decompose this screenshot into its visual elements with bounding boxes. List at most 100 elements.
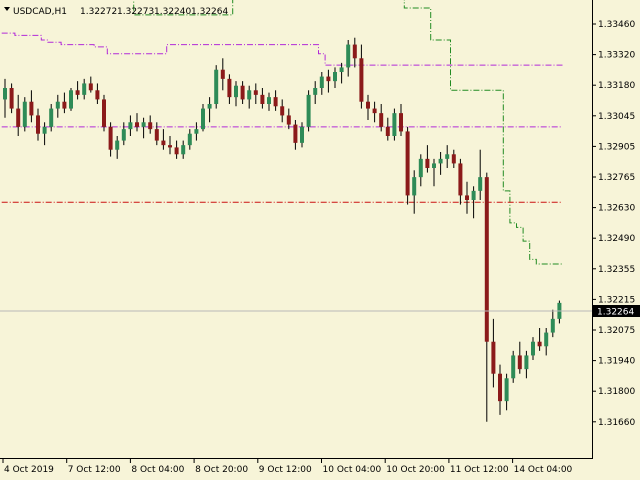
candle [267, 92, 271, 111]
candle [36, 108, 40, 141]
candle [148, 115, 153, 134]
candle [168, 136, 172, 155]
candle [22, 97, 27, 132]
current-price-tag: 1.32264 [593, 305, 640, 318]
candle-body-bull [82, 83, 87, 95]
candle [524, 350, 529, 379]
candle-body-bear [9, 88, 14, 109]
candle [306, 90, 311, 132]
candle-body-bull [306, 94, 311, 127]
candle-body-bull [194, 129, 199, 134]
candle-body-bear [174, 147, 179, 155]
current-price-value: 1.32264 [597, 308, 634, 318]
price-axis-label: 1.32905 [598, 142, 635, 152]
price-axis: 1.33460 1.33320 1.33180 1.33045 1.32905 1.327… [592, 20, 635, 428]
candle-body-bull [504, 378, 509, 402]
candle-body-bull [267, 97, 271, 104]
candle [187, 129, 192, 150]
candle [458, 158, 463, 205]
candle [220, 58, 225, 91]
candle-body-bull [42, 126, 47, 134]
candle [207, 97, 212, 123]
candle [128, 115, 133, 136]
candle-body-bear [425, 158, 430, 168]
candle-body-bear [16, 108, 21, 127]
candle-body-bull [247, 90, 252, 100]
candle-body-bull [471, 190, 476, 200]
candle-body-bear [227, 78, 232, 98]
candle-body-bear [359, 58, 364, 102]
candle [141, 117, 146, 139]
candle [49, 104, 54, 132]
candle [451, 149, 456, 168]
candle [29, 90, 34, 123]
candle [82, 78, 87, 100]
candle-body-bear [537, 341, 542, 347]
candle-body-bear [280, 106, 285, 116]
price-axis-label: 1.31800 [598, 387, 635, 397]
candle [366, 94, 370, 120]
candle [319, 72, 324, 95]
candle [372, 101, 377, 123]
candle [557, 300, 562, 324]
candle [537, 328, 542, 351]
candle-body-bull [141, 122, 146, 127]
candle-body-bull [207, 104, 212, 109]
candle-body-bull [313, 88, 318, 95]
price-axis-label: 1.33045 [598, 112, 635, 122]
candle [214, 65, 219, 109]
candle [484, 172, 489, 422]
price-axis-label: 1.33460 [598, 20, 635, 30]
candle [550, 309, 555, 338]
candle-body-bull [418, 158, 423, 178]
time-axis-label: 8 Oct 20:00 [195, 465, 248, 475]
candle [339, 62, 344, 84]
candle [102, 94, 106, 132]
candle [240, 81, 245, 104]
candle [412, 170, 417, 214]
candle-body-bull [524, 355, 529, 370]
candle-body-bull [201, 108, 205, 130]
candle [3, 78, 7, 118]
symbol-label: USDCAD,H1 [13, 7, 67, 17]
candle-body-bear [465, 195, 469, 200]
candle [504, 373, 509, 411]
candle [438, 152, 443, 175]
chart-header: USDCAD,H1 1.32272 1.32273 1.32240 1.3226… [4, 7, 228, 17]
candle-body-bear [405, 131, 410, 196]
price-axis-label: 1.32355 [598, 265, 635, 275]
candle-body-bear [286, 115, 291, 125]
candle [379, 104, 384, 132]
candle [16, 94, 21, 136]
candle [9, 83, 14, 114]
candle [544, 328, 549, 356]
candle [531, 337, 535, 360]
candle [135, 113, 139, 132]
triangle-down-icon[interactable] [4, 7, 10, 11]
candle [154, 122, 159, 146]
candle-body-bear [484, 177, 489, 342]
candle [313, 81, 318, 104]
time-axis-label: 10 Oct 04:00 [323, 465, 382, 475]
candle-body-bear [366, 101, 370, 109]
candle [42, 122, 47, 146]
price-axis-label: 1.32215 [598, 295, 635, 305]
candle [425, 145, 430, 173]
candle [75, 81, 80, 100]
candle-body-bear [260, 94, 265, 104]
candle [280, 99, 285, 123]
price-axis-label: 1.31660 [598, 418, 635, 428]
price-axis-label: 1.32765 [598, 173, 635, 183]
candle-body-bear [36, 115, 40, 134]
candle-body-bear [491, 341, 496, 374]
candle-body-bull [333, 72, 337, 82]
candle-body-bull [478, 177, 483, 191]
candle [286, 108, 291, 130]
candle [108, 122, 113, 157]
band-outer-upper [133, 0, 563, 265]
candle-body-bull [214, 69, 219, 104]
candle [498, 364, 502, 415]
candle-body-bull [181, 145, 186, 155]
